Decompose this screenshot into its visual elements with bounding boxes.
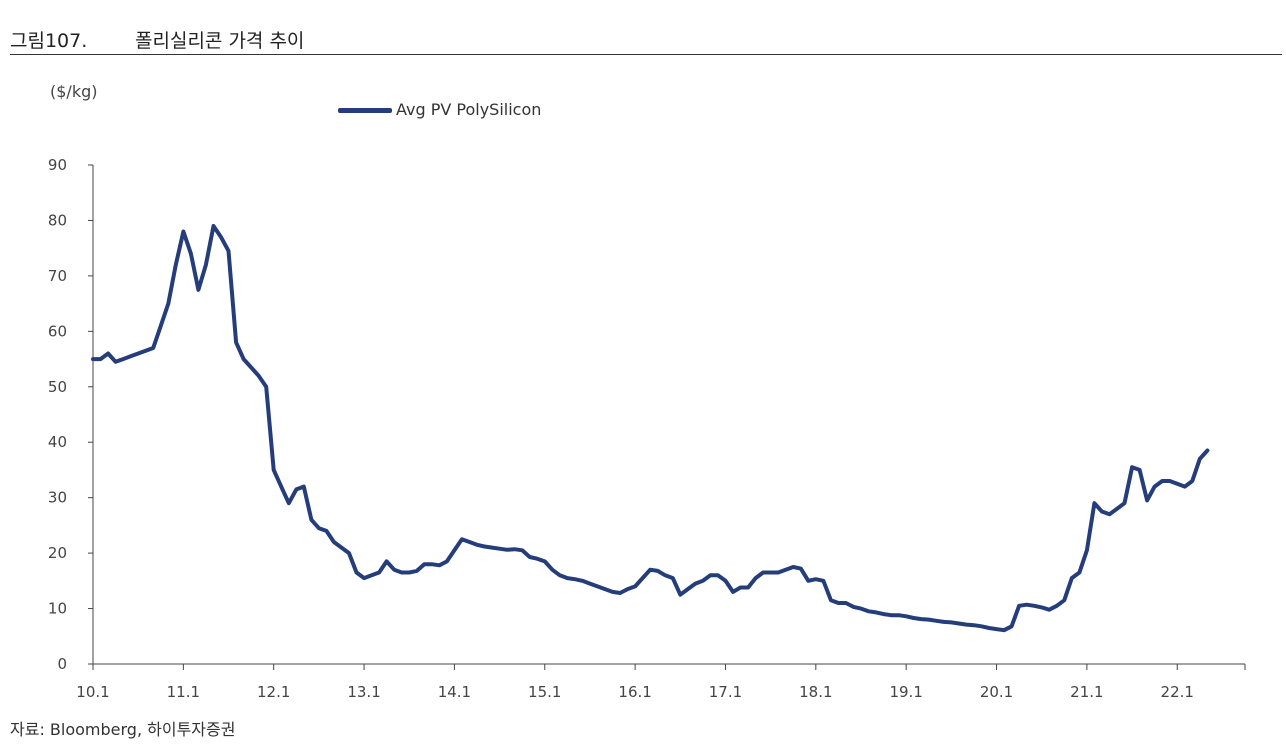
series-line-avg-pv-polysilicon [91, 224, 1210, 633]
series-layer [91, 224, 1210, 633]
x-tick-label: 13.1 [347, 683, 380, 700]
x-tick-label: 11.1 [167, 683, 200, 700]
x-tick-label: 20.1 [980, 683, 1013, 700]
x-tick-label: 19.1 [889, 683, 922, 700]
x-tick-label: 14.1 [438, 683, 471, 700]
x-tick-label: 22.1 [1161, 683, 1194, 700]
y-tick-label: 10 [48, 600, 67, 618]
x-tick-label: 16.1 [618, 683, 651, 700]
x-tick-label: 15.1 [528, 683, 561, 700]
legend-label: Avg PV PolySilicon [396, 100, 542, 119]
y-tick-label: 20 [48, 544, 67, 562]
figure-header: 그림107. 폴리실리콘 가격 추이 [10, 24, 1282, 55]
y-tick-label: 0 [57, 655, 67, 673]
price-line-chart: 0 10 20 30 40 50 60 70 80 90 10.1 11.1 12.1 13.1 14.1 1… [48, 156, 1246, 700]
y-axis-unit-label: ($/kg) [50, 82, 98, 101]
x-tick-label: 17.1 [709, 683, 742, 700]
figure-title: 폴리실리콘 가격 추이 [135, 30, 305, 52]
source-note: 자료: Bloomberg, 하이투자증권 [10, 720, 236, 739]
axes: 0 10 20 30 40 50 60 70 80 90 10.1 11.1 12.1 13.1 14.1 1… [48, 156, 1246, 700]
y-tick-label: 50 [48, 378, 67, 396]
figure-number: 그림107. [10, 30, 88, 52]
x-tick-label: 21.1 [1070, 683, 1103, 700]
y-tick-label: 90 [48, 156, 67, 174]
x-tick-label: 10.1 [76, 683, 109, 700]
x-tick-label: 18.1 [799, 683, 832, 700]
y-tick-label: 30 [48, 489, 67, 507]
x-tick-label: 12.1 [257, 683, 290, 700]
y-tick-label: 40 [48, 433, 67, 451]
legend-swatch [338, 108, 392, 113]
y-tick-label: 70 [48, 267, 67, 285]
y-tick-label: 80 [48, 211, 67, 229]
y-tick-label: 60 [48, 322, 67, 340]
